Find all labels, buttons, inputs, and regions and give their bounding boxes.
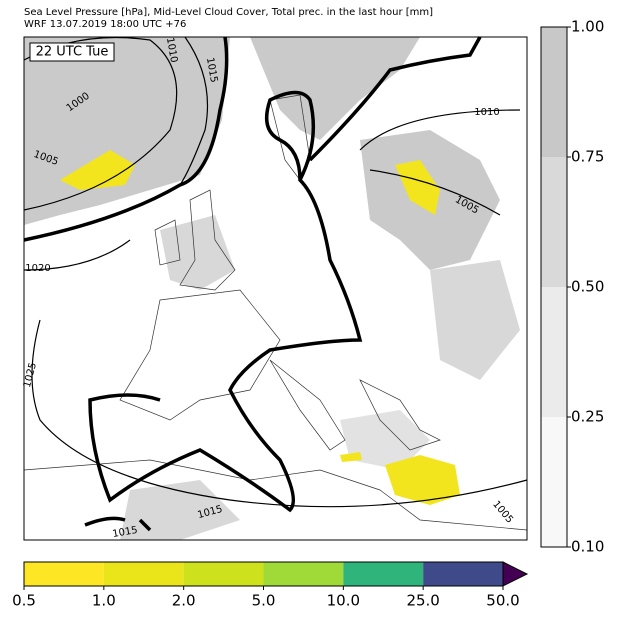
- coastline: [179, 189, 236, 291]
- colorbar-segment: [541, 417, 567, 547]
- isobar-label: 1010: [164, 37, 179, 64]
- cloud-patch: [120, 480, 240, 540]
- colorbar-segment: [541, 27, 567, 157]
- isobars: [23, 36, 528, 508]
- isobar: [308, 36, 482, 162]
- colorbar-segment: [183, 562, 264, 586]
- colorbar-tick-label: 0.75: [571, 148, 604, 166]
- colorbar-extend: [502, 561, 529, 587]
- cloud-patch: [160, 215, 235, 290]
- isobar: [23, 36, 229, 242]
- colorbar-tick-label: 10.0: [327, 592, 360, 610]
- isobar: [179, 36, 209, 186]
- cloud-cover: [24, 37, 520, 540]
- coastline: [269, 359, 346, 451]
- colorbar-segment: [103, 562, 184, 586]
- map: 1010 1015 1000 1005 1010 1005 1020 1025 …: [22, 36, 528, 541]
- map-frame: [23, 36, 528, 541]
- isobar: [31, 319, 528, 508]
- title: Sea Level Pressure [hPa], Mid-Level Clou…: [24, 7, 433, 18]
- isobar: [88, 90, 363, 513]
- coastline: [359, 379, 441, 451]
- isobar: [23, 239, 131, 271]
- colorbar-segment: [263, 562, 344, 586]
- precip-patch: [385, 455, 460, 505]
- isobar: [23, 36, 178, 211]
- colorbar-tick-label: 0.50: [571, 278, 604, 296]
- colorbar-tick-label: 0.25: [571, 408, 604, 426]
- colorbar-tick-label: 5.0: [252, 592, 276, 610]
- time-label: 22 UTC Tue: [36, 45, 109, 60]
- isobar-label: 1015: [112, 525, 139, 540]
- colorbar-tick-label: 0.10: [571, 538, 604, 556]
- isobar-1015: [23, 36, 482, 532]
- colorbar-tick-label: 50.0: [486, 592, 519, 610]
- isobar: [359, 109, 521, 216]
- coastline: [23, 459, 528, 531]
- coastline: [154, 219, 181, 266]
- cloud-patch: [430, 260, 520, 380]
- isobar-label: 1020: [25, 263, 50, 274]
- time-box: [29, 42, 115, 62]
- subtitle: WRF 13.07.2019 18:00 UTC +76: [24, 19, 186, 30]
- isobar: [84, 516, 152, 532]
- cloud-colorbar: 1.00 0.75 0.50 0.25 0.10: [540, 18, 604, 556]
- colorbar-tick-label: 0.5: [12, 592, 36, 610]
- precip-patch: [395, 160, 440, 215]
- cloud-patch: [250, 37, 420, 140]
- colorbar-segment: [343, 562, 424, 586]
- colorbar-tick-label: 2.0: [172, 592, 196, 610]
- precipitation: [60, 150, 460, 505]
- precip-patch: [60, 150, 135, 190]
- colorbar-tick-label: 25.0: [406, 592, 439, 610]
- precip-colorbar: 0.5 1.0 2.0 5.0 10.0 25.0 50.0: [12, 561, 529, 610]
- colorbar-segment: [541, 157, 567, 287]
- colorbar-segment: [24, 562, 104, 586]
- isobar-label: 1010: [474, 107, 499, 118]
- isobar-label: 1015: [204, 57, 219, 84]
- colorbar-tick-label: 1.00: [571, 18, 604, 36]
- colorbar-tick-label: 1.0: [92, 592, 116, 610]
- colorbar-segment: [541, 287, 567, 417]
- coastline: [119, 289, 281, 421]
- colorbar-segment: [423, 562, 503, 586]
- cloud-patch: [340, 410, 430, 470]
- precip-patch: [340, 452, 362, 462]
